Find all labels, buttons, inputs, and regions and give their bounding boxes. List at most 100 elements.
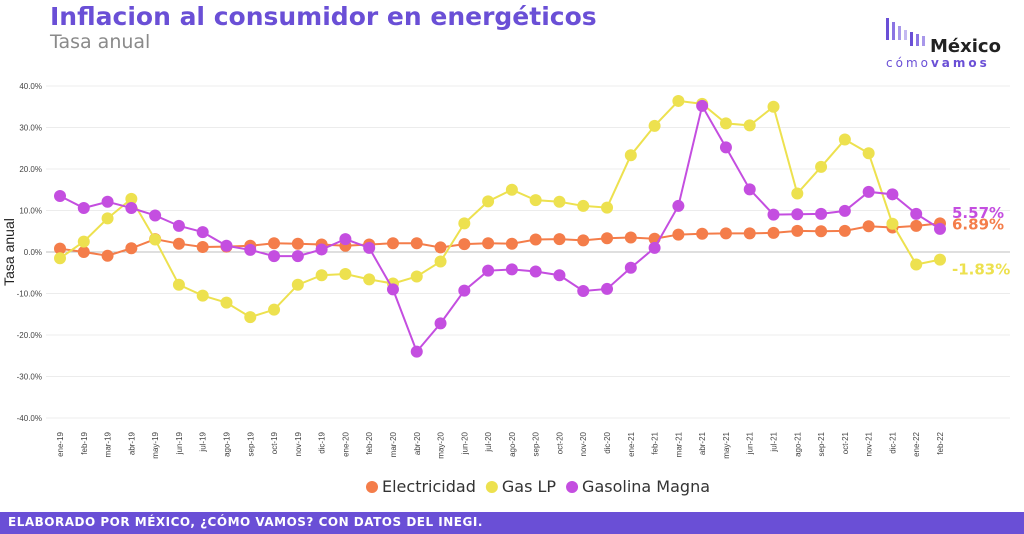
logo-subtext: cómovamos [886, 56, 990, 70]
data-point [125, 192, 138, 205]
series-layer [54, 94, 946, 358]
data-point [54, 252, 66, 265]
data-point [577, 199, 590, 212]
data-point [54, 242, 66, 255]
end-value-label: -1.83% [952, 261, 1010, 279]
data-point [862, 147, 875, 160]
legend-item: Gas LP [485, 477, 557, 496]
x-tick-label: ene-19 [56, 431, 65, 456]
x-tick-label: ago-20 [508, 431, 517, 456]
data-point [268, 237, 281, 250]
data-point [529, 194, 542, 207]
series-line [59, 103, 941, 354]
data-point [172, 219, 185, 232]
data-point [196, 226, 209, 239]
y-axis-label: Tasa anual [1, 218, 17, 286]
data-point [791, 208, 804, 221]
y-tick-label: 30.0% [19, 124, 42, 133]
legend-label: Gasolina Magna [582, 477, 710, 496]
data-point [482, 195, 495, 208]
data-point [815, 207, 828, 220]
x-tick-label: jun-19 [175, 431, 184, 455]
x-tick-label: mar-20 [389, 431, 398, 457]
x-tick-label: jun-20 [460, 431, 469, 455]
end-labels: 6.89% -1.83% 5.57% [952, 204, 1010, 279]
data-point [458, 284, 471, 297]
x-tick-label: feb-20 [365, 431, 374, 454]
data-point [529, 233, 542, 246]
x-tick-label: ene-21 [627, 431, 636, 456]
data-point [672, 228, 685, 241]
data-point [648, 241, 661, 254]
series-electricidad [54, 217, 946, 262]
end-value-label: 5.57% [952, 204, 1004, 222]
data-point [743, 183, 756, 196]
x-tick-label: may-19 [151, 431, 160, 458]
data-point [101, 195, 114, 208]
data-point [149, 233, 162, 246]
data-point [934, 222, 946, 235]
data-point [553, 269, 566, 282]
data-point [624, 231, 637, 244]
x-tick-label: feb-21 [651, 431, 660, 454]
x-tick-label: abr-19 [127, 431, 136, 455]
data-point [601, 282, 614, 295]
data-point [77, 202, 90, 215]
data-point [862, 220, 875, 233]
data-point [54, 189, 66, 202]
data-point [268, 250, 281, 263]
data-point [934, 253, 946, 266]
data-point [339, 267, 352, 280]
series-gasolina-magna [54, 99, 946, 358]
logo-word: México [930, 36, 1001, 57]
footer-bar: ELABORADO POR MÉXICO, ¿CÓMO VAMOS? CON D… [0, 512, 1024, 534]
data-point [244, 311, 257, 324]
data-point [434, 241, 447, 254]
legend-marker [485, 481, 498, 493]
x-tick-label: ago-21 [793, 431, 802, 456]
x-tick-label: nov-20 [579, 431, 588, 456]
data-point [363, 273, 376, 286]
y-tick-label: 40.0% [19, 82, 42, 91]
data-point [505, 183, 518, 196]
data-point [77, 235, 90, 248]
data-point [672, 94, 685, 107]
x-tick-label: jun-21 [746, 431, 755, 455]
data-point [339, 233, 352, 246]
x-tick-label: sep-21 [817, 431, 826, 456]
data-point [363, 241, 376, 254]
legend-label: Electricidad [382, 477, 476, 496]
logo-sub-light: cómo [886, 56, 931, 70]
mexico-como-vamos-logo: México cómovamos [884, 16, 1014, 70]
chart-subtitle: Tasa anual [50, 31, 151, 53]
data-point [505, 263, 518, 276]
y-tick-label: -10.0% [17, 290, 42, 299]
y-tick-label: 20.0% [19, 165, 42, 174]
data-point [220, 296, 233, 309]
data-point [577, 234, 590, 247]
data-point [553, 233, 566, 246]
data-point [624, 149, 637, 162]
data-point [196, 241, 209, 254]
y-tick-label: 0.0% [24, 248, 42, 257]
legend: Electricidad Gas LP Gasolina Magna [366, 477, 710, 496]
data-point [529, 265, 542, 278]
data-point [410, 345, 423, 358]
x-tick-label: ago-19 [222, 431, 231, 456]
x-tick-label: oct-19 [270, 431, 279, 454]
data-point [696, 227, 709, 240]
data-point [838, 133, 851, 146]
data-point [172, 237, 185, 250]
data-point [315, 243, 328, 256]
data-point [268, 303, 281, 316]
x-tick-label: mar-19 [104, 431, 113, 457]
data-point [125, 202, 138, 215]
data-point [482, 237, 495, 250]
data-point [910, 258, 923, 271]
y-tick-label: -30.0% [17, 373, 42, 382]
legend-label: Gas LP [502, 477, 557, 496]
data-point [315, 269, 328, 282]
data-point [696, 99, 709, 112]
data-point [791, 187, 804, 200]
logo-sub-bold: vamos [930, 56, 990, 70]
